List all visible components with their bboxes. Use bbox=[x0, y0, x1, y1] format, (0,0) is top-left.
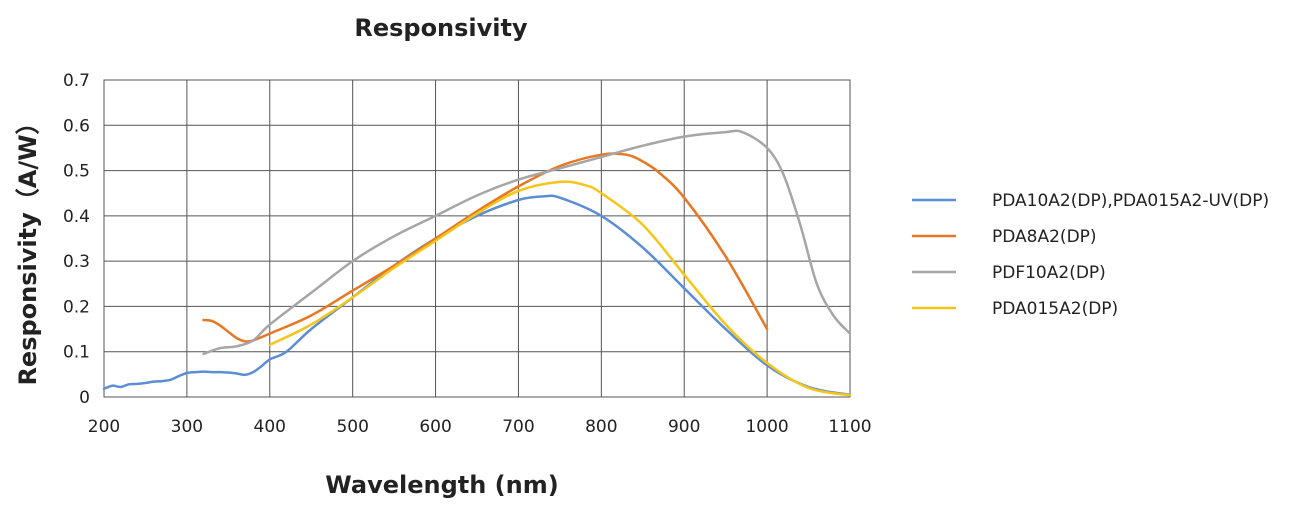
x-tick-label: 1100 bbox=[828, 417, 871, 437]
y-tick-label: 0.1 bbox=[63, 343, 90, 363]
legend-label: PDA10A2(DP),PDA015A2-UV(DP) bbox=[992, 191, 1269, 211]
y-tick-label: 0 bbox=[79, 388, 90, 408]
x-tick-label: 500 bbox=[336, 417, 368, 437]
y-axis-title: Responsivity（A/W） bbox=[14, 110, 42, 385]
chart-title: Responsivity bbox=[354, 14, 528, 42]
legend: PDA10A2(DP),PDA015A2-UV(DP) PDA8A2(DP) PDF… bbox=[912, 191, 1269, 319]
x-tick-label: 1000 bbox=[745, 417, 788, 437]
x-tick-label: 200 bbox=[88, 417, 120, 437]
legend-label: PDF10A2(DP) bbox=[992, 263, 1106, 283]
y-tick-label: 0.7 bbox=[63, 71, 90, 91]
x-tick-label: 900 bbox=[668, 417, 700, 437]
x-tick-label: 700 bbox=[502, 417, 534, 437]
y-tick-label: 0.3 bbox=[63, 252, 90, 272]
y-tick-label: 0.2 bbox=[63, 297, 90, 317]
x-tick-label: 600 bbox=[419, 417, 451, 437]
series-pda015a2-line bbox=[268, 180, 852, 397]
y-tick-labels: 0 0.1 0.2 0.3 0.4 0.5 0.6 0.7 bbox=[63, 71, 90, 408]
legend-label: PDA8A2(DP) bbox=[992, 227, 1097, 247]
x-tick-label: 300 bbox=[171, 417, 203, 437]
x-tick-label: 400 bbox=[254, 417, 286, 437]
series-pda8a2-line bbox=[202, 152, 769, 343]
plot-frame bbox=[103, 79, 851, 398]
x-axis-title: Wavelength (nm) bbox=[325, 471, 558, 499]
series-lines bbox=[102, 129, 852, 397]
y-tick-label: 0.5 bbox=[63, 162, 90, 182]
x-tick-labels: 200 300 400 500 600 700 800 900 1000 1100 bbox=[88, 417, 872, 437]
series-pdf10a2-line bbox=[202, 129, 852, 356]
legend-label: PDA015A2(DP) bbox=[992, 299, 1118, 319]
y-tick-label: 0.6 bbox=[63, 116, 90, 136]
x-tick-label: 800 bbox=[585, 417, 617, 437]
series-pda10a2-line bbox=[102, 194, 852, 396]
y-tick-label: 0.4 bbox=[63, 207, 90, 227]
